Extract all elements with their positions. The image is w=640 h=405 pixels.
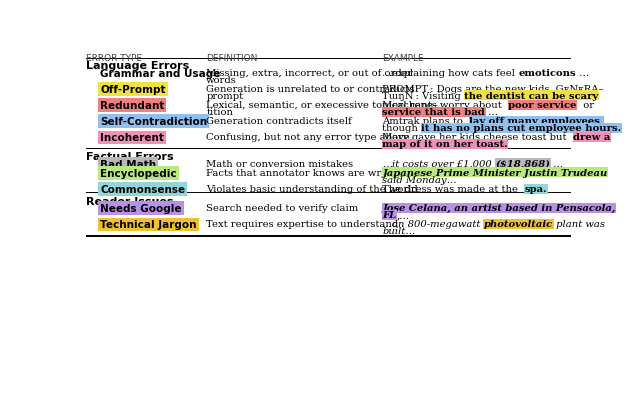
Text: …: … <box>576 68 589 77</box>
Text: Factual Errors: Factual Errors <box>86 151 174 162</box>
Text: …an 800-megawatt: …an 800-megawatt <box>382 220 484 229</box>
Text: DEFINITION: DEFINITION <box>206 54 258 63</box>
Text: prompt: prompt <box>206 92 243 100</box>
Text: tition: tition <box>206 108 234 117</box>
Text: Redundant: Redundant <box>100 101 164 111</box>
Text: said Monday…: said Monday… <box>382 175 457 184</box>
Text: Generation contradicts itself: Generation contradicts itself <box>206 117 352 126</box>
Text: …: … <box>550 159 563 168</box>
Text: Text requires expertise to understand: Text requires expertise to understand <box>206 220 399 229</box>
Text: emoticons: emoticons <box>518 68 576 77</box>
Text: …: … <box>485 108 498 117</box>
Text: photovoltaic: photovoltaic <box>484 220 553 229</box>
Text: Facts that annotator knows are wrong: Facts that annotator knows are wrong <box>206 168 401 177</box>
Text: Missing, extra, incorrect, or out of order: Missing, extra, incorrect, or out of ord… <box>206 68 413 77</box>
Text: TɯŋN : Visiting: TɯŋN : Visiting <box>382 92 464 100</box>
Text: Grammar and Usage: Grammar and Usage <box>100 68 221 79</box>
Text: Mary gave her kids cheese toast but: Mary gave her kids cheese toast but <box>382 133 573 142</box>
Text: ($18,868): ($18,868) <box>495 159 550 168</box>
Text: service that is bad: service that is bad <box>382 108 485 117</box>
Text: Off-Prompt: Off-Prompt <box>100 85 166 95</box>
Text: Generation is unrelated to or contradicts: Generation is unrelated to or contradict… <box>206 85 415 94</box>
Text: Merchants worry about: Merchants worry about <box>382 101 508 110</box>
Text: spa.: spa. <box>525 185 547 194</box>
Text: words: words <box>206 75 237 85</box>
Text: built…: built… <box>382 227 415 236</box>
Text: Encyclopedic: Encyclopedic <box>100 168 177 178</box>
Text: Confusing, but not any error type above: Confusing, but not any error type above <box>206 133 410 142</box>
Text: the dentist can be scary: the dentist can be scary <box>464 92 598 100</box>
Text: lay off many employees,: lay off many employees, <box>469 117 604 126</box>
Text: or: or <box>577 101 594 110</box>
Text: PROMPT : Dogs are the new kids. GᴇNᴇRA–: PROMPT : Dogs are the new kids. GᴇNᴇRA– <box>382 85 604 94</box>
Text: The dress was made at the: The dress was made at the <box>382 185 525 194</box>
Text: Needs Google: Needs Google <box>100 204 182 214</box>
Text: it has no plans cut employee hours.: it has no plans cut employee hours. <box>421 124 621 133</box>
Text: Violates basic understanding of the world: Violates basic understanding of the worl… <box>206 185 418 194</box>
Text: ERROR TYPE: ERROR TYPE <box>86 54 142 63</box>
Text: map of it on her toast.: map of it on her toast. <box>382 140 508 149</box>
Text: Commonsense: Commonsense <box>100 185 185 194</box>
Text: Math or conversion mistakes: Math or conversion mistakes <box>206 159 353 168</box>
Text: Language Errors: Language Errors <box>86 61 189 71</box>
Text: Technical Jargon: Technical Jargon <box>100 220 196 230</box>
Text: Self-Contradiction: Self-Contradiction <box>100 117 207 127</box>
Text: Incoherent: Incoherent <box>100 133 164 143</box>
Text: Search needed to verify claim: Search needed to verify claim <box>206 204 358 213</box>
Text: drew a: drew a <box>573 133 611 142</box>
Text: Japanese Prime Minister Justin Trudeau: Japanese Prime Minister Justin Trudeau <box>382 168 607 177</box>
Text: Bad Math: Bad Math <box>100 159 156 169</box>
Text: FL: FL <box>382 211 396 220</box>
Text: though: though <box>382 124 421 133</box>
Text: EXAMPLE: EXAMPLE <box>382 54 424 63</box>
Text: Jose Celana, an artist based in Pensacola,: Jose Celana, an artist based in Pensacol… <box>382 204 616 213</box>
Text: …: … <box>382 159 392 168</box>
Text: it costs over £1,000: it costs over £1,000 <box>392 159 495 168</box>
Text: ,…: ,… <box>396 211 410 220</box>
Text: …explaining how cats feel: …explaining how cats feel <box>382 68 518 77</box>
Text: plant was: plant was <box>553 220 605 229</box>
Text: poor service: poor service <box>508 101 577 110</box>
Text: Amtrak plans to: Amtrak plans to <box>382 117 469 126</box>
Text: Lexical, semantic, or execessive topical repe–: Lexical, semantic, or execessive topical… <box>206 101 438 110</box>
Text: Reader Issues: Reader Issues <box>86 196 173 206</box>
